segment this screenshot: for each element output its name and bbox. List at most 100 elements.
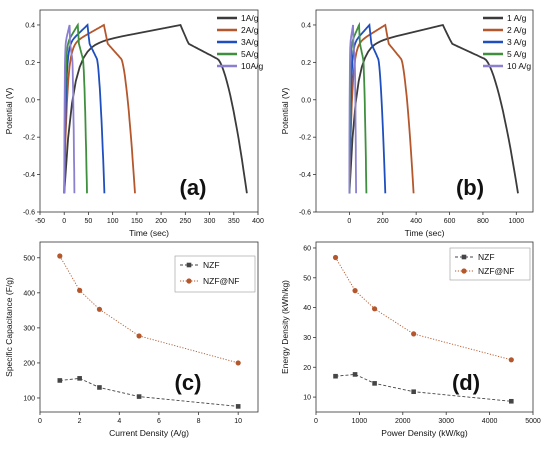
series-line-10A-g [348, 24, 357, 194]
x-tick-label: 150 [131, 218, 143, 225]
legend-label: 2 A/g [507, 25, 527, 35]
x-tick-label: 5000 [525, 418, 541, 425]
panel-label: (c) [175, 370, 202, 395]
legend-marker [186, 262, 192, 268]
x-tick-label: 600 [444, 218, 456, 225]
x-tick-label: 200 [155, 218, 167, 225]
data-point-NZF@NF [235, 360, 241, 366]
x-tick-label: 1000 [509, 218, 525, 225]
x-tick-label: 10 [234, 418, 242, 425]
x-tick-label: 4000 [482, 418, 498, 425]
panel-label: (b) [456, 175, 484, 200]
data-point-NZF@NF [352, 288, 358, 294]
y-axis-title: Energy Density (kWh/kg) [280, 280, 290, 374]
data-point-NZF@NF [77, 287, 83, 293]
legend-label: 3 A/g [507, 37, 527, 47]
legend-box [174, 255, 256, 293]
legend: 1A/g 2A/g 3A/g 5A/g 10A/g [217, 13, 263, 71]
y-tick-label: -0.2 [299, 135, 311, 142]
legend-label: 1 A/g [507, 13, 527, 23]
x-axis-title: Time (sec) [405, 228, 445, 238]
legend-marker [461, 268, 467, 274]
y-tick-label: 400 [23, 290, 35, 297]
legend: NZF NZF@NF [174, 255, 256, 293]
legend: 1 A/g 2 A/g 3 A/g 5 A/g 10 A/g [483, 13, 531, 71]
y-tick-label: 0.0 [25, 97, 35, 104]
y-tick-label: 0.0 [301, 97, 311, 104]
series-line-3A-g [63, 23, 106, 194]
y-tick-label: 0.2 [301, 60, 311, 67]
series-line-3A-g [348, 23, 387, 194]
legend-label: 5 A/g [507, 49, 527, 59]
x-tick-label: 2000 [395, 418, 411, 425]
y-tick-label: -0.4 [23, 172, 35, 179]
data-point-NZF@NF [371, 306, 378, 312]
panel-a: -50 0 50 100 150 200 250 300 350 400 -0.6 -0.4 -0.2 0… [4, 9, 264, 238]
legend-label: NZF [478, 252, 495, 262]
y-tick-label: 30 [303, 335, 311, 342]
x-tick-label: 1000 [352, 418, 368, 425]
x-tick-label: 50 [85, 218, 93, 225]
x-tick-label: 4 [117, 418, 121, 425]
y-tick-label: 0.2 [25, 60, 35, 67]
x-tick-label: 100 [107, 218, 119, 225]
series-line-2A-g [348, 23, 415, 194]
data-point-NZF [136, 394, 142, 399]
x-axis-title: Current Density (A/g) [109, 428, 189, 438]
x-axis-title: Power Density (kW/kg) [381, 428, 468, 438]
data-point-NZF [372, 381, 377, 386]
data-point-NZF@NF [508, 357, 514, 363]
y-tick-label: 50 [303, 275, 311, 282]
legend-label: NZF@NF [478, 266, 514, 276]
panel-b: 0 200 400 600 800 1000 -0.6 -0.4 -0.2 0.0 0.2 0.4 Ti… [280, 9, 534, 238]
legend: NZF NZF@NF [449, 247, 531, 281]
y-axis-title: Potential (V) [4, 87, 14, 134]
data-point-NZF@NF [57, 253, 63, 259]
x-tick-label: 250 [179, 218, 191, 225]
data-point-NZF@NF [96, 306, 103, 312]
panel-d: 0 1000 2000 3000 4000 5000 10 20 30 40 50 60 Power D… [280, 241, 541, 438]
y-tick-label: 500 [23, 255, 35, 262]
x-tick-label: 0 [314, 418, 318, 425]
y-tick-label: 0.4 [25, 22, 35, 29]
data-point-NZF [57, 378, 63, 383]
data-point-NZF [411, 389, 416, 395]
x-axis-title: Time (sec) [129, 228, 169, 238]
legend-label: 10A/g [241, 61, 263, 71]
plot-frame [315, 9, 534, 213]
y-tick-label: 200 [23, 360, 35, 367]
legend-label: NZF [203, 260, 220, 270]
x-tick-label: 200 [377, 218, 389, 225]
plot-frame [39, 9, 259, 213]
y-axis-title: Specific Capacitance (F/g) [4, 277, 14, 377]
y-tick-label: 300 [23, 325, 35, 332]
data-point-NZF@NF [136, 333, 142, 339]
data-point-NZF [97, 385, 102, 390]
legend-label: 2A/g [241, 25, 259, 35]
legend-label: NZF@NF [203, 276, 239, 286]
legend-label: 10 A/g [507, 61, 531, 71]
y-tick-label: -0.4 [299, 172, 311, 179]
y-tick-label: -0.6 [299, 210, 311, 217]
x-tick-label: 400 [410, 218, 422, 225]
y-tick-label: 100 [23, 395, 35, 402]
y-tick-label: 40 [303, 305, 311, 312]
y-axis-title: Potential (V) [280, 87, 290, 134]
y-tick-label: -0.6 [23, 210, 35, 217]
data-point-NZF@NF [332, 254, 339, 261]
y-tick-label: 10 [303, 395, 311, 402]
legend-label: 5A/g [241, 49, 259, 59]
plot-frame [315, 241, 534, 413]
panel-label: (a) [180, 175, 207, 200]
series-line-1A-g [348, 23, 519, 194]
data-point-NZF [509, 398, 514, 404]
legend-marker [461, 254, 467, 260]
x-tick-label: 0 [347, 218, 351, 225]
data-point-NZF [333, 373, 338, 379]
series-line-NZF@NF [59, 255, 239, 364]
y-tick-label: 60 [303, 245, 311, 252]
x-tick-label: 800 [477, 218, 489, 225]
y-tick-label: 0.4 [301, 22, 311, 29]
x-tick-label: 350 [228, 218, 240, 225]
